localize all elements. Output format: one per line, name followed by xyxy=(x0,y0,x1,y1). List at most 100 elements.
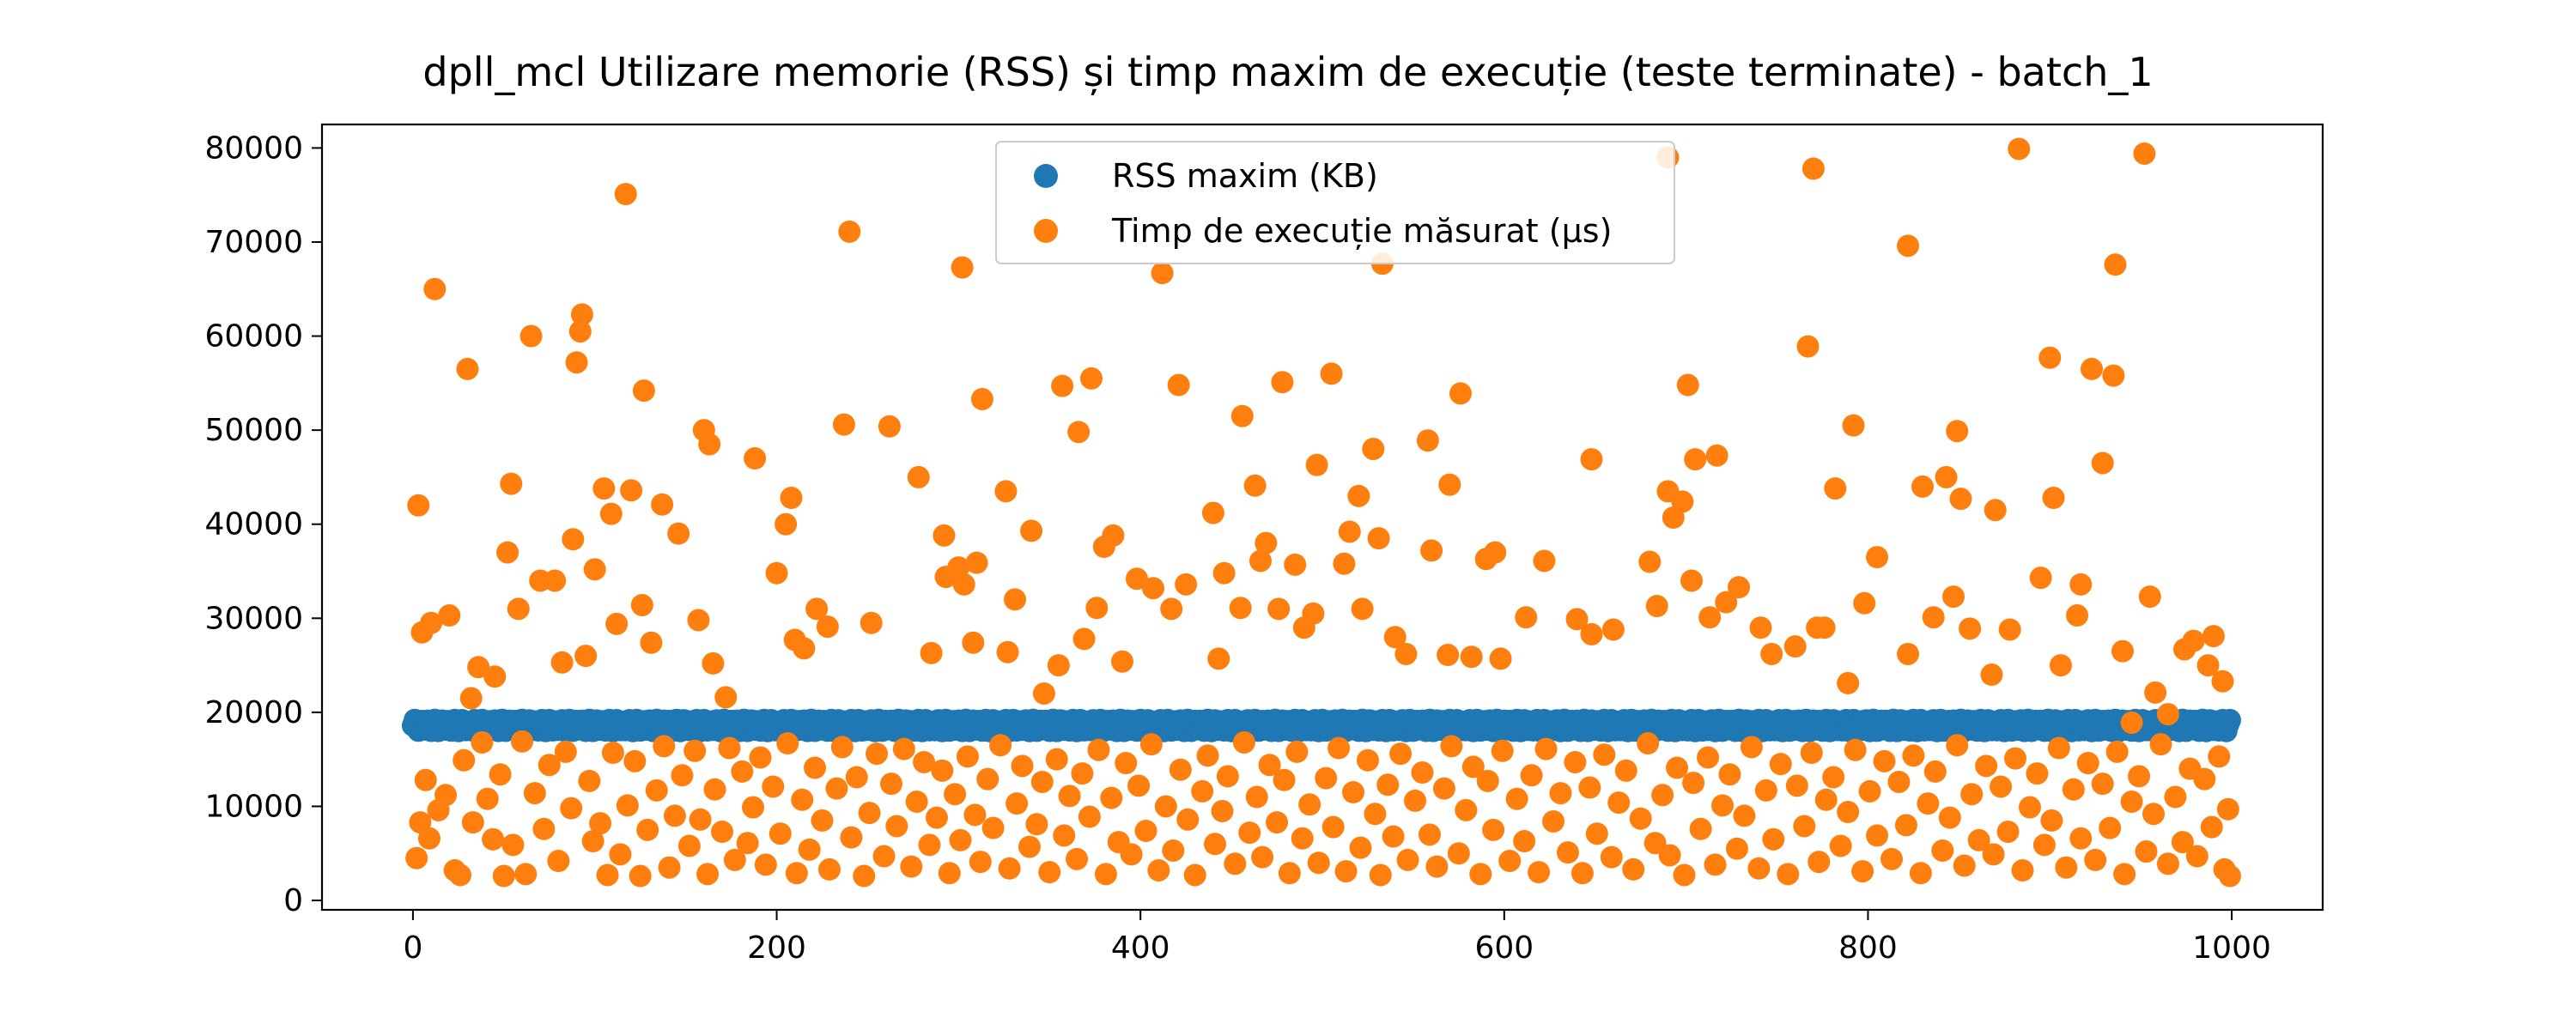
time-point xyxy=(2111,639,2134,663)
time-point xyxy=(2120,711,2143,734)
time-point xyxy=(1822,766,1845,789)
time-point xyxy=(1251,845,1274,869)
time-point xyxy=(1769,753,1792,776)
time-point xyxy=(574,645,598,668)
time-point xyxy=(1600,845,1623,869)
x-axis: 0 200 400 600 800 1000 xyxy=(403,910,2271,966)
time-point xyxy=(1922,606,1945,629)
time-point xyxy=(1030,770,1054,793)
time-point xyxy=(1440,735,1463,758)
time-point xyxy=(1245,785,1268,809)
time-point xyxy=(858,802,881,825)
time-point xyxy=(900,855,923,878)
time-point xyxy=(1705,444,1728,467)
time-point xyxy=(1960,783,1984,806)
time-point xyxy=(976,767,999,791)
time-point xyxy=(1489,647,1512,670)
time-point xyxy=(742,796,765,819)
time-point xyxy=(1754,779,1777,802)
time-point xyxy=(1066,847,1089,870)
time-point xyxy=(1578,776,1601,799)
time-point xyxy=(550,651,574,674)
time-point xyxy=(1079,367,1103,390)
time-point xyxy=(1382,825,1405,848)
time-point xyxy=(2069,573,2093,596)
time-point xyxy=(570,303,593,326)
time-point xyxy=(1351,597,1374,621)
time-point xyxy=(423,277,447,300)
time-point xyxy=(1211,799,1234,822)
time-point xyxy=(1638,550,1662,573)
time-point xyxy=(1801,157,1825,180)
time-point xyxy=(749,746,772,769)
time-point xyxy=(2149,733,2172,756)
time-point xyxy=(2099,816,2122,839)
time-point xyxy=(1305,453,1328,476)
time-point xyxy=(1151,262,1174,285)
time-point xyxy=(744,447,767,470)
time-point xyxy=(1230,404,1254,427)
time-point xyxy=(1580,448,1603,471)
time-point xyxy=(1338,520,1361,543)
time-point xyxy=(1505,787,1528,810)
time-point xyxy=(2135,840,2158,863)
time-point xyxy=(1334,860,1358,883)
time-point xyxy=(1115,752,1138,775)
time-point xyxy=(1909,862,1932,885)
time-point xyxy=(1564,750,1587,773)
time-point xyxy=(1369,863,1392,887)
legend-label: RSS maxim (KB) xyxy=(1112,157,1378,195)
time-point xyxy=(956,745,979,768)
time-point xyxy=(583,558,606,581)
time-point xyxy=(1420,539,1443,562)
time-point xyxy=(1067,421,1091,444)
time-point xyxy=(1120,843,1143,866)
time-point xyxy=(1327,736,1351,760)
time-point xyxy=(762,775,785,798)
y-tick-label: 10000 xyxy=(204,789,303,824)
time-point xyxy=(645,779,668,802)
time-point xyxy=(962,631,985,654)
time-point xyxy=(1404,789,1427,812)
time-point xyxy=(1783,635,1807,658)
legend-marker xyxy=(1034,164,1058,188)
time-point xyxy=(1127,774,1151,797)
time-point xyxy=(832,413,855,436)
time-point xyxy=(519,324,543,348)
time-point xyxy=(507,597,530,621)
time-point xyxy=(872,845,896,868)
time-point xyxy=(2138,585,2161,609)
time-point xyxy=(2042,487,2065,510)
time-point xyxy=(496,541,519,564)
time-point xyxy=(776,732,799,755)
time-point xyxy=(1528,861,1551,884)
time-point xyxy=(1291,827,1314,850)
time-point xyxy=(2091,772,2114,796)
time-point xyxy=(2182,629,2205,652)
time-point xyxy=(1394,642,1418,665)
time-point xyxy=(780,487,803,510)
y-tick-label: 80000 xyxy=(204,130,303,166)
time-point xyxy=(1887,770,1911,793)
time-point xyxy=(2105,740,2129,763)
time-point xyxy=(1201,501,1224,524)
time-point xyxy=(938,862,961,885)
time-point xyxy=(2200,815,2223,839)
time-point xyxy=(816,615,839,639)
time-point xyxy=(640,631,663,654)
time-point xyxy=(1134,819,1157,842)
time-point xyxy=(1580,622,1603,645)
time-point xyxy=(1762,827,1785,851)
time-point xyxy=(2026,762,2049,785)
y-tick-label: 70000 xyxy=(204,225,303,260)
time-point xyxy=(952,573,975,596)
time-point xyxy=(2156,852,2179,876)
time-point xyxy=(2062,778,2085,801)
time-point xyxy=(1938,806,1961,829)
time-point xyxy=(1853,591,1876,615)
time-point xyxy=(562,528,585,551)
time-point xyxy=(1011,754,1034,778)
time-point xyxy=(931,759,954,782)
y-tick-label: 50000 xyxy=(204,413,303,448)
time-point xyxy=(1911,475,1934,498)
